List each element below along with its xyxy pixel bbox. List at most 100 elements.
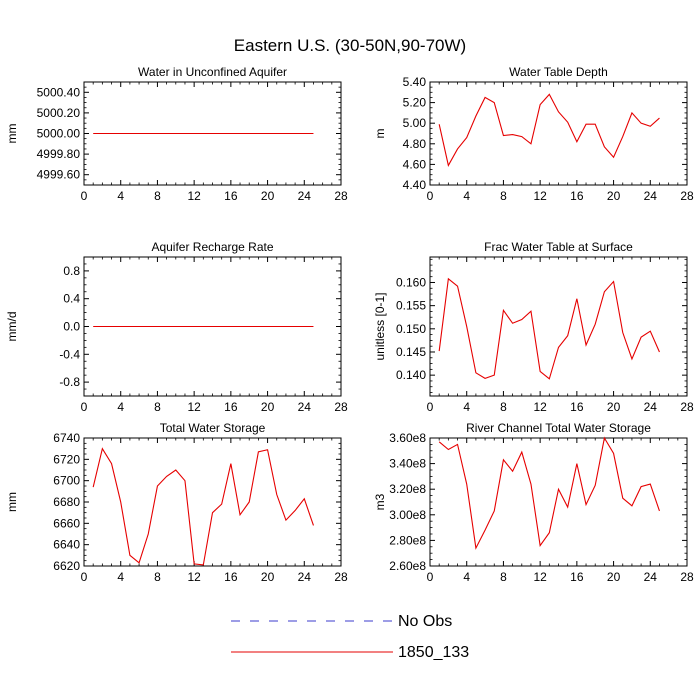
y-tick-label: 4.80 [403,137,427,151]
x-tick-label: 20 [261,189,275,203]
y-tick-label: 0.160 [396,275,426,289]
y-tick-label: 3.40e8 [389,457,426,471]
x-tick-label: 8 [500,400,507,414]
x-tick-label: 8 [500,570,507,584]
x-tick-label: 4 [463,400,470,414]
x-tick-label: 4 [117,400,124,414]
x-tick-label: 4 [117,570,124,584]
panel-total-water-storage: Total Water Storage 0 4 8 12 16 20 24 28 6620 6640… [5,421,348,584]
series-line-1850-133 [438,436,660,550]
x-tick-label: 16 [570,570,584,584]
panel-title: Aquifer Recharge Rate [151,240,273,254]
y-tick-label: 6720 [53,452,80,466]
y-tick-label: 3.60e8 [389,431,426,445]
x-tick-label: 24 [298,400,312,414]
y-tick-label: 5.40 [403,75,427,89]
y-tick-label: 5.20 [403,96,427,110]
x-tick-label: 0 [427,189,434,203]
x-tick-label: 16 [224,570,238,584]
page-title: Eastern U.S. (30-50N,90-70W) [234,36,466,55]
y-tick-label: 0.4 [63,292,80,306]
x-tick-label: 20 [607,570,621,584]
x-tick-label: 12 [187,570,201,584]
y-tick-label: 3.20e8 [389,482,426,496]
x-tick-label: 28 [334,400,348,414]
plot-frame [429,256,688,397]
y-tick-label: 5000.20 [37,106,81,120]
x-tick-label: 8 [154,400,161,414]
x-tick-label: 20 [607,400,621,414]
x-tick-label: 24 [644,400,658,414]
x-tick-label: 24 [298,189,312,203]
y-tick-label: 4999.80 [37,147,81,161]
x-tick-label: 0 [427,400,434,414]
y-tick-label: 6640 [53,538,80,552]
y-tick-label: 0.150 [396,322,426,336]
x-tick-label: 12 [187,189,201,203]
x-tick-label: 28 [680,570,694,584]
x-tick-label: 16 [224,400,238,414]
x-tick-label: 20 [261,570,275,584]
x-tick-label: 8 [154,189,161,203]
panel-title: Water in Unconfined Aquifer [138,65,287,79]
series-line-1850-133 [438,277,660,380]
x-tick-label: 28 [680,189,694,203]
y-axis-label: unitless [0-1] [373,292,387,360]
x-tick-label: 24 [644,570,658,584]
y-tick-label: 0.8 [63,264,80,278]
y-axis-label: mm [5,492,19,512]
panel-frac-water-table-at-surface: Frac Water Table at Surface 0 4 8 12 16 20 24 28… [373,240,694,414]
x-tick-label: 0 [427,570,434,584]
y-tick-label: 6620 [53,559,80,573]
y-tick-label: 6700 [53,474,80,488]
y-tick-label: 0.0 [63,320,80,334]
legend: No Obs 1850_133 [231,613,469,661]
x-tick-label: 12 [187,400,201,414]
x-tick-label: 16 [224,189,238,203]
x-tick-label: 4 [463,570,470,584]
x-tick-label: 12 [533,189,547,203]
panel-river-channel-total-water-storage: River Channel Total Water Storage 0 4 8 12 16… [373,421,694,584]
y-axis-label: m3 [373,493,387,510]
x-tick-label: 0 [81,570,88,584]
y-tick-label: 6680 [53,495,80,509]
x-tick-label: 16 [570,189,584,203]
legend-label-1850-133: 1850_133 [398,644,469,661]
y-axis-label: mm [5,124,19,144]
x-tick-label: 24 [644,189,658,203]
x-tick-label: 0 [81,400,88,414]
y-tick-label: 0.155 [396,299,426,313]
x-tick-label: 28 [680,400,694,414]
panel-water-in-unconfined-aquifer: Water in Unconfined Aquifer 0 4 8 12 16 20 24 28… [5,65,348,203]
x-tick-label: 0 [81,189,88,203]
y-tick-label: 0.145 [396,345,426,359]
y-tick-label: 4999.60 [37,168,81,182]
plot-frame [429,437,688,567]
chart-panels: Water in Unconfined Aquifer 0 4 8 12 16 20 24 28… [5,65,694,584]
series-line-1850-133 [438,93,660,167]
x-tick-label: 8 [154,570,161,584]
y-tick-label: 5.00 [403,116,427,130]
x-tick-label: 16 [570,400,584,414]
panel-title: River Channel Total Water Storage [466,421,651,435]
y-tick-label: 4.60 [403,157,427,171]
x-tick-label: 12 [533,400,547,414]
y-tick-label: 6660 [53,516,80,530]
y-tick-label: -0.8 [59,375,80,389]
y-tick-label: 0.140 [396,368,426,382]
y-axis-label: m [373,129,387,139]
panel-title: Total Water Storage [160,421,266,435]
x-tick-label: 28 [334,189,348,203]
x-tick-label: 12 [533,570,547,584]
y-tick-label: 5000.00 [37,127,81,141]
panel-title: Water Table Depth [509,65,608,79]
y-tick-label: -0.4 [59,347,80,361]
y-tick-label: 5000.40 [37,85,81,99]
x-tick-label: 20 [261,400,275,414]
y-tick-label: 2.80e8 [389,533,426,547]
legend-label-no-obs: No Obs [398,613,452,630]
panel-title: Frac Water Table at Surface [484,240,633,254]
x-tick-label: 20 [607,189,621,203]
x-tick-label: 4 [463,189,470,203]
